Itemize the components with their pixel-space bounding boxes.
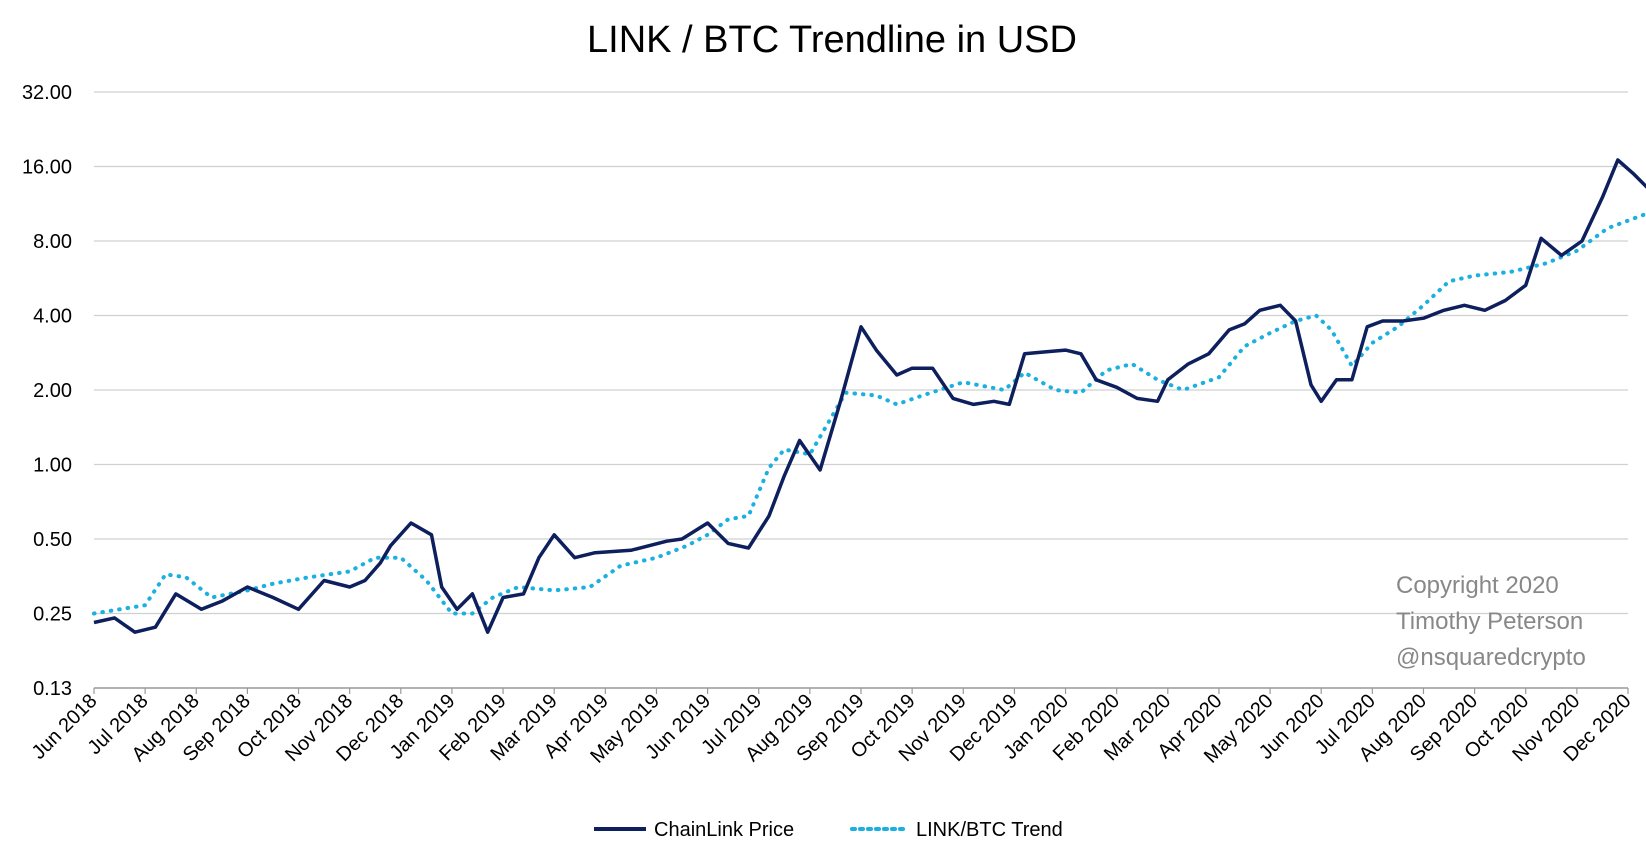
y-tick-label: 32.00 xyxy=(22,82,72,104)
y-tick-label: 1.00 xyxy=(33,455,72,477)
y-axis-ticks: 0.13 0.25 0.50 1.00 2.00 4.00 8.00 16.00 32.00 xyxy=(22,82,72,700)
legend-label-link-btc-trend: LINK/BTC Trend xyxy=(916,819,1063,841)
y-tick-label: 2.00 xyxy=(33,380,72,402)
y-tick-label: 0.13 xyxy=(33,678,72,700)
x-tick-label: Jun 2018 xyxy=(28,690,102,764)
y-tick-label: 0.25 xyxy=(33,604,72,626)
copyright-watermark: Copyright 2020 Timothy Peterson @nsquare… xyxy=(1396,572,1586,671)
gridlines xyxy=(94,91,1628,689)
chart-title: LINK / BTC Trendline in USD xyxy=(587,19,1077,61)
series-line-chainlink-price xyxy=(93,158,1646,634)
watermark-line-1: Copyright 2020 xyxy=(1396,572,1559,599)
y-tick-label: 8.00 xyxy=(33,231,72,253)
y-tick-label: 0.50 xyxy=(33,529,72,551)
series-lines xyxy=(92,158,1646,634)
legend-label-chainlink-price: ChainLink Price xyxy=(654,819,794,841)
y-tick-label: 16.00 xyxy=(22,157,72,179)
legend: ChainLink Price LINK/BTC Trend xyxy=(594,819,1063,841)
watermark-line-2: Timothy Peterson xyxy=(1396,608,1583,635)
y-tick-label: 4.00 xyxy=(33,306,72,328)
watermark-line-3: @nsquaredcrypto xyxy=(1396,644,1586,671)
series-line-link-btc-trend xyxy=(92,212,1646,616)
